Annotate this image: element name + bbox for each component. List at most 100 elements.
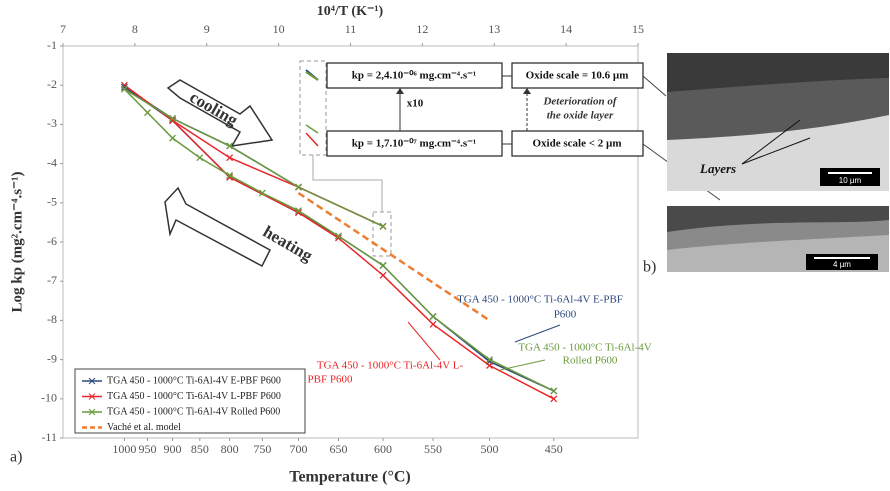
y-tick-label: -11	[41, 430, 57, 444]
point	[486, 362, 493, 369]
kp-text: kp = 1,7.10⁻⁰⁷ mg.cm⁻⁴.s⁻¹	[352, 138, 476, 150]
top-tick-label: 9	[204, 22, 210, 36]
point	[196, 154, 204, 162]
note: Deterioration of	[542, 96, 617, 108]
series-annotation: PBF P600	[308, 374, 353, 386]
top-tick-label: 12	[416, 22, 428, 36]
point	[429, 320, 437, 328]
oxide-text: Oxide scale = 10.6 µm	[526, 70, 629, 82]
kp-box	[326, 62, 503, 89]
x-tick-label: 450	[545, 442, 563, 456]
scale-label: 4 µm	[833, 260, 851, 269]
inset-mark	[305, 124, 319, 134]
point	[294, 207, 302, 215]
note: the oxide layer	[547, 110, 614, 122]
x-tick-label: 1000	[112, 442, 136, 456]
x-tick-label: 800	[221, 442, 239, 456]
y-tick-label: -1	[47, 38, 57, 52]
kp-box	[326, 130, 503, 157]
top-tick-label: 11	[345, 22, 357, 36]
point	[334, 234, 342, 242]
series-annotation: TGA 450 - 1000°C Ti-6Al-4V L-	[317, 360, 464, 372]
micrograph-layer	[667, 53, 889, 92]
series-annotation: TGA 450 - 1000°C Ti-6Al-4V E-PBF	[457, 294, 623, 306]
legend-label: TGA 450 - 1000°C Ti-6Al-4V E-PBF P600	[107, 375, 281, 386]
point	[379, 271, 387, 279]
point	[120, 83, 128, 91]
factor-text: x10	[407, 98, 424, 110]
heating-arrow	[164, 186, 271, 268]
point	[226, 171, 234, 179]
point	[334, 232, 342, 240]
legend	[74, 368, 306, 434]
label-leader	[514, 324, 561, 343]
layers-label: Layers	[699, 161, 736, 176]
oxide-text: Oxide scale < 2 µm	[533, 138, 622, 150]
top-tick-label: 10	[273, 22, 285, 36]
scale-label: 10 µm	[839, 176, 862, 185]
arrow-head	[396, 88, 404, 94]
y-tick-label: -2	[47, 77, 57, 91]
y-axis-title: Log kp (mg².cm⁻⁴.s⁻¹)	[9, 172, 25, 313]
y-tick-label: -3	[47, 116, 57, 130]
top-tick-label: 8	[132, 22, 138, 36]
connector	[642, 75, 667, 97]
point	[294, 183, 302, 191]
series-annotation: TGA 450 - 1000°C Ti-6Al-4V	[518, 342, 651, 354]
y-tick-label: -6	[47, 234, 57, 248]
point	[226, 173, 234, 181]
panel-label: a)	[10, 449, 22, 466]
top-tick-label: 14	[560, 22, 572, 36]
point	[169, 134, 177, 142]
x-tick-label: 950	[138, 442, 156, 456]
point	[486, 356, 493, 364]
panel-label: b)	[643, 259, 656, 276]
kp-text: kp = 2,4.10⁻⁰⁶ mg.cm⁻⁴.s⁻¹	[352, 70, 476, 82]
point	[429, 313, 437, 320]
legend-label: TGA 450 - 1000°C Ti-6Al-4V Rolled P600	[107, 406, 280, 417]
x-tick-label: 900	[164, 442, 182, 456]
y-tick-label: -8	[47, 312, 57, 326]
y-tick-label: -4	[47, 155, 57, 169]
arrow-head	[523, 88, 531, 94]
point	[379, 222, 387, 230]
cooling-arrow	[166, 79, 274, 147]
x-tick-label: 600	[374, 442, 392, 456]
y-tick-label: -9	[47, 351, 57, 365]
inset-mark	[305, 71, 319, 81]
legend-marker	[88, 393, 96, 400]
connector	[312, 155, 383, 212]
micrograph-layer	[667, 206, 889, 232]
x-tick-label: 500	[481, 442, 499, 456]
x-tick-label: 750	[253, 442, 271, 456]
point	[226, 142, 234, 150]
legend-label: Vaché et al. model	[107, 422, 181, 433]
y-tick-label: -10	[41, 391, 57, 405]
point	[294, 209, 302, 217]
top-tick-label: 15	[632, 22, 644, 36]
y-tick-label: -5	[47, 195, 57, 209]
pointer	[741, 137, 811, 165]
point	[226, 154, 234, 162]
point	[144, 109, 151, 117]
top-tick-label: 7	[60, 22, 66, 36]
series-annotation: Rolled P600	[563, 355, 618, 367]
series-line	[297, 191, 491, 322]
pointer	[741, 119, 801, 165]
y-tick-label: -7	[47, 273, 57, 287]
top-tick-label: 13	[488, 22, 500, 36]
series-line	[123, 88, 555, 392]
inset-mark	[305, 132, 319, 147]
x-tick-label: 700	[289, 442, 307, 456]
x-tick-label: 650	[329, 442, 347, 456]
label-leader	[499, 359, 546, 371]
top-axis-title: 10⁴/T (K⁻¹)	[317, 4, 384, 19]
label-leader	[407, 321, 441, 361]
x-axis-title: Temperature (°C)	[289, 469, 410, 486]
x-tick-label: 850	[191, 442, 209, 456]
point	[258, 189, 266, 197]
point	[169, 115, 177, 122]
legend-label: TGA 450 - 1000°C Ti-6Al-4V L-PBF P600	[107, 391, 281, 402]
point	[120, 85, 128, 93]
